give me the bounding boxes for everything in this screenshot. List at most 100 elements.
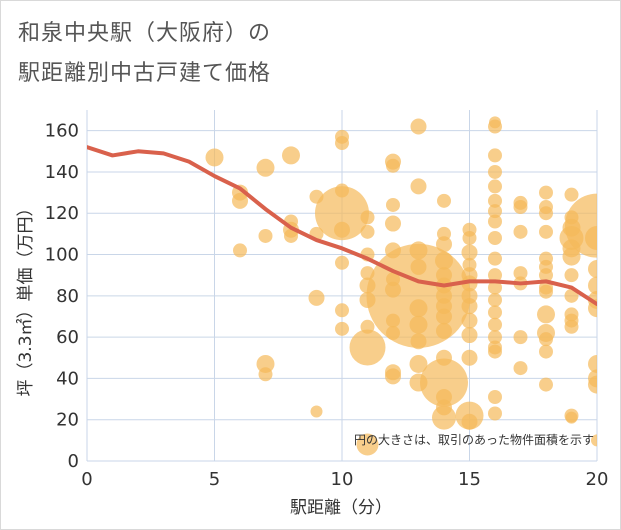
data-bubble — [513, 224, 528, 239]
data-bubble — [588, 375, 597, 394]
data-bubble — [232, 192, 248, 209]
data-bubble — [335, 321, 349, 336]
data-bubble — [435, 251, 453, 270]
data-bubble — [436, 308, 452, 325]
y-tick-label: 140 — [45, 162, 79, 183]
data-bubble — [539, 344, 553, 359]
data-bubble — [488, 164, 502, 179]
data-bubble — [488, 251, 502, 266]
data-bubble — [386, 197, 400, 212]
data-bubble — [410, 118, 427, 135]
data-bubble — [335, 255, 349, 270]
data-bubble — [488, 204, 502, 219]
data-bubble — [420, 358, 468, 407]
data-bubble — [356, 433, 379, 456]
data-bubble — [409, 354, 428, 373]
data-bubble — [461, 298, 478, 315]
chart-title-line2: 駅距離別中古戸建て価格 — [18, 61, 272, 86]
data-bubble — [588, 276, 597, 295]
data-bubble — [256, 158, 275, 177]
data-bubble — [335, 136, 349, 151]
data-bubble — [488, 280, 502, 295]
x-tick-label: 10 — [331, 469, 354, 490]
data-bubble — [488, 268, 502, 283]
y-tick-label: 160 — [45, 121, 79, 142]
data-bubble — [488, 292, 502, 307]
data-bubble — [436, 322, 452, 339]
data-bubble — [461, 349, 478, 366]
data-bubble — [539, 332, 553, 347]
bubbles — [205, 116, 597, 456]
grid — [86, 110, 598, 462]
data-bubble — [284, 228, 298, 243]
x-tick-label: 20 — [586, 469, 609, 490]
y-tick-label: 100 — [45, 245, 79, 266]
data-bubble — [513, 330, 528, 345]
data-bubble — [562, 247, 581, 266]
data-bubble — [436, 236, 452, 253]
data-bubble — [513, 266, 528, 281]
data-bubble — [461, 312, 478, 329]
data-bubble — [588, 354, 597, 373]
data-bubble — [308, 289, 325, 306]
data-bubble — [462, 231, 477, 246]
data-bubble — [432, 405, 456, 430]
data-bubble — [564, 288, 579, 303]
data-bubble — [539, 377, 553, 392]
x-axis-label: 駅距離（分） — [290, 498, 392, 518]
data-bubble — [565, 411, 578, 424]
data-bubble — [585, 226, 597, 251]
data-bubble — [488, 119, 502, 134]
data-bubble — [564, 319, 579, 334]
data-bubble — [488, 317, 502, 332]
x-tick-label: 15 — [458, 469, 481, 490]
x-tick-label: 5 — [209, 469, 220, 490]
data-bubble — [539, 185, 553, 200]
data-bubble — [488, 231, 502, 246]
y-axis-ticks: 0 20 40 60 80 100 120 140 160 — [45, 121, 79, 472]
data-bubble — [513, 361, 528, 376]
data-bubble — [488, 305, 502, 320]
data-bubble — [315, 186, 369, 241]
data-bubble — [461, 327, 478, 344]
x-axis-ticks: 0 5 10 15 20 — [81, 469, 608, 490]
y-axis-label: 坪（3.3㎡）単価（万円） — [16, 199, 36, 396]
data-bubble — [385, 368, 401, 385]
trend-line — [87, 145, 597, 307]
x-tick-label: 0 — [81, 469, 92, 490]
data-bubble — [282, 146, 300, 165]
data-bubble — [409, 299, 428, 318]
data-bubble — [588, 259, 597, 278]
bubble-size-note: 円の大きさは、取引のあった物件面積を示す — [354, 432, 594, 447]
data-bubble — [410, 178, 427, 195]
data-bubble — [256, 354, 275, 373]
data-bubble — [513, 200, 528, 215]
data-bubble — [488, 214, 502, 229]
data-bubble — [335, 303, 349, 318]
data-bubble — [409, 315, 428, 334]
data-bubble — [488, 344, 502, 359]
data-bubble — [360, 210, 375, 225]
data-bubble — [410, 333, 427, 350]
data-bubble — [437, 193, 451, 208]
data-bubble — [537, 305, 555, 324]
data-bubble — [564, 268, 579, 283]
data-bubble — [591, 434, 597, 447]
y-tick-label: 20 — [56, 410, 79, 431]
data-bubble — [488, 330, 502, 345]
y-tick-label: 80 — [56, 286, 79, 307]
data-bubble — [385, 215, 401, 232]
data-bubble — [539, 284, 553, 299]
data-bubble — [488, 389, 502, 404]
data-bubble — [488, 193, 502, 208]
data-bubble — [488, 406, 502, 421]
data-bubble — [539, 206, 553, 221]
data-bubble — [310, 405, 323, 418]
data-bubble — [488, 179, 502, 194]
data-bubble — [539, 224, 553, 239]
chart-title-line1: 和泉中央駅（大阪府）の — [18, 21, 272, 46]
data-bubble — [334, 221, 350, 238]
y-tick-label: 60 — [56, 327, 79, 348]
y-tick-label: 40 — [56, 368, 79, 389]
